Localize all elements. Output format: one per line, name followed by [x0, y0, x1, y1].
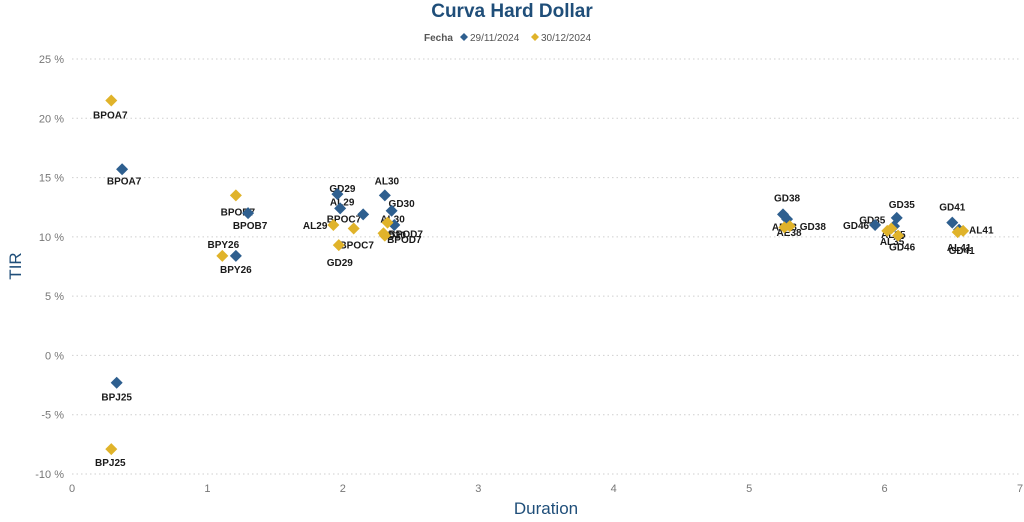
- point-label-al30: AL30: [380, 215, 405, 226]
- chart-title: Curva Hard Dollar: [431, 1, 593, 22]
- x-tick-label: 1: [204, 483, 210, 495]
- y-tick-label: -5 %: [41, 410, 64, 422]
- data-point-al35[interactable]: [881, 224, 894, 237]
- y-tick-label: -10 %: [35, 469, 64, 481]
- point-label-gd46: GD46: [889, 243, 916, 254]
- point-label-gd38: GD38: [774, 193, 801, 204]
- x-tick-label: 2: [340, 483, 346, 495]
- legend-marker-series-1: [460, 33, 468, 41]
- point-label-gd35: GD35: [859, 216, 886, 227]
- data-point-bpy26[interactable]: [216, 249, 229, 262]
- x-axis-title: Duration: [514, 499, 578, 518]
- point-label-ae38: AE38: [777, 228, 802, 239]
- data-point-bpod7[interactable]: [377, 227, 390, 240]
- legend-label-series-1[interactable]: 29/11/2024: [470, 33, 520, 44]
- point-label-gd30: GD30: [389, 199, 416, 210]
- x-tick-label: 7: [1017, 483, 1023, 495]
- point-label-al41: AL41: [969, 226, 994, 237]
- gridlines: [72, 58, 1020, 475]
- data-point-bpj25[interactable]: [110, 376, 123, 389]
- legend-marker-series-2: [531, 33, 539, 41]
- point-label-bpoc7: BPOC7: [327, 214, 362, 225]
- data-points: [105, 94, 970, 456]
- legend-title: Fecha: [424, 33, 453, 44]
- data-point-gd41[interactable]: [946, 216, 959, 229]
- data-point-al41[interactable]: [957, 224, 970, 237]
- point-label-al29: AL29: [330, 197, 355, 208]
- data-point-bpoa7[interactable]: [116, 163, 129, 176]
- point-label-bpod7: BPOD7: [387, 235, 422, 246]
- data-point-gd29[interactable]: [332, 239, 345, 252]
- point-label-gd30: GD30: [380, 231, 407, 242]
- point-label-bpob7: BPOB7: [233, 221, 268, 232]
- point-label-gd29: GD29: [327, 258, 354, 269]
- data-point-ae38[interactable]: [778, 221, 791, 234]
- x-tick-label: 3: [475, 483, 481, 495]
- point-label-gd38: GD38: [800, 222, 827, 233]
- point-label-bpod7: BPOD7: [388, 229, 423, 240]
- x-tick-label: 6: [882, 483, 888, 495]
- y-axis-title: TIR: [6, 252, 25, 279]
- data-point-bpoc7[interactable]: [347, 222, 360, 235]
- data-point-bpy26[interactable]: [229, 249, 242, 262]
- data-point-gd46[interactable]: [892, 229, 905, 242]
- point-label-al29: AL29: [303, 221, 328, 232]
- point-label-bpy26: BPY26: [207, 240, 239, 251]
- data-point-al30[interactable]: [378, 189, 391, 202]
- data-point-bpob7[interactable]: [229, 189, 242, 202]
- point-label-bpj25: BPJ25: [95, 458, 126, 469]
- x-tick-label: 5: [746, 483, 752, 495]
- y-axis-ticks: -10 % -5 % 0 % 5 % 10 % 15 % 20 % 25 %: [35, 54, 64, 481]
- point-label-al30: AL30: [375, 176, 400, 187]
- legend: Fecha 29/11/2024 30/12/2024: [424, 33, 591, 44]
- point-label-gd35: GD35: [889, 200, 916, 211]
- point-label-bpy26: BPY26: [220, 265, 252, 276]
- point-labels: BPOA7BPJ25BPOB7BPY26GD29AL29BPOC7AL30GD3…: [93, 111, 994, 470]
- y-tick-label: 20 %: [39, 113, 64, 125]
- point-label-al41: AL41: [947, 243, 972, 254]
- x-axis-ticks: 0 1 2 3 4 5 6 7: [69, 483, 1023, 495]
- point-label-bpoa7: BPOA7: [107, 176, 142, 187]
- point-label-al35: AL35: [880, 237, 905, 248]
- point-label-bpoc7: BPOC7: [339, 241, 374, 252]
- legend-label-series-2[interactable]: 30/12/2024: [541, 33, 591, 44]
- y-tick-label: 10 %: [39, 232, 64, 244]
- point-label-bpoa7: BPOA7: [93, 111, 128, 122]
- x-tick-label: 0: [69, 483, 75, 495]
- point-label-bpob7: BPOB7: [221, 207, 256, 218]
- point-label-gd46: GD46: [843, 221, 870, 232]
- data-point-gd30[interactable]: [385, 204, 398, 217]
- data-point-gd29[interactable]: [331, 188, 344, 201]
- y-tick-label: 0 %: [45, 350, 64, 362]
- point-label-bpj25: BPJ25: [101, 393, 132, 404]
- point-label-gd41: GD41: [939, 203, 966, 214]
- data-point-gd46[interactable]: [869, 219, 882, 231]
- data-point-bpob7[interactable]: [242, 207, 255, 220]
- point-label-gd29: GD29: [329, 184, 356, 195]
- point-label-gd41: GD41: [949, 246, 976, 257]
- data-point-bpoc7[interactable]: [357, 208, 370, 221]
- data-point-al29[interactable]: [327, 219, 340, 231]
- y-tick-label: 15 %: [39, 173, 64, 185]
- y-tick-label: 5 %: [45, 291, 64, 303]
- y-tick-label: 25 %: [39, 54, 64, 66]
- data-point-al29[interactable]: [334, 202, 347, 215]
- data-point-bpj25[interactable]: [105, 443, 118, 456]
- data-point-al30[interactable]: [381, 216, 394, 229]
- x-tick-label: 4: [611, 483, 617, 495]
- data-point-bpoa7[interactable]: [105, 94, 118, 107]
